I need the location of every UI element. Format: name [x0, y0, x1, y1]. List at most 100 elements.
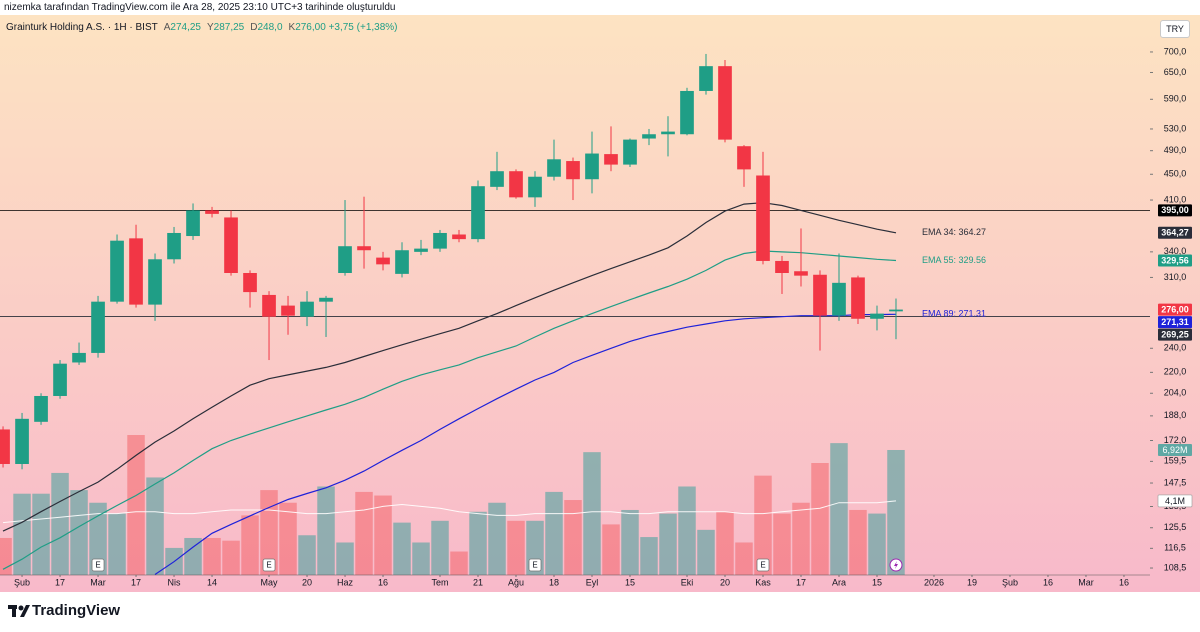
candle-body: [110, 240, 124, 302]
candle-body: [414, 248, 428, 252]
candle-body: [243, 272, 257, 293]
volume-bar: [146, 477, 164, 575]
event-marker: [262, 558, 276, 572]
candle-body: [395, 250, 409, 274]
candle-body: [53, 363, 67, 396]
volume-bar: [621, 509, 639, 575]
volume-bar: [564, 500, 582, 575]
candle-body: [699, 66, 713, 91]
candle-body: [91, 301, 105, 353]
volume-bar: [659, 513, 677, 575]
volume-bar: [640, 537, 658, 575]
volume-bar: [868, 513, 886, 575]
volume-ma-line: [2, 500, 897, 524]
ohlc-value: 287,25: [213, 22, 245, 33]
x-tick-label: 14: [207, 577, 217, 587]
y-tick-label: 410,0: [1164, 194, 1187, 204]
volume-bar: [583, 452, 601, 575]
x-tick-label: 17: [131, 577, 141, 587]
x-tick-label: Eki: [681, 577, 694, 587]
candle-body: [357, 246, 371, 251]
volume-bar: [298, 535, 316, 575]
volume-bar: [203, 537, 221, 575]
y-tick-label: 450,0: [1164, 169, 1187, 179]
candle-body: [319, 297, 333, 302]
volume-bar: [260, 490, 278, 575]
plot-area: EMA 34: 364.27 EMA 55: 329.56 EMA 89: 271.…: [0, 53, 1150, 575]
volume-bar: [735, 542, 753, 575]
x-tick-label: Kas: [755, 577, 771, 587]
currency-button[interactable]: TRY: [1160, 20, 1190, 38]
candle-body: [72, 352, 86, 363]
candle-body: [528, 176, 542, 198]
candle-body: [585, 153, 599, 180]
ohlc-key: Y: [206, 22, 214, 33]
volume-bar: [412, 542, 430, 575]
candle-body: [661, 131, 675, 135]
event-marker: [528, 558, 542, 572]
x-tick-label: 15: [625, 577, 635, 587]
price-tag: [1158, 204, 1192, 217]
brand-name: TradingView: [32, 602, 121, 619]
symbol-bar: Grainturk Holding A.S. · 1H · BIST A274,2…: [6, 22, 398, 33]
candle-body: [794, 271, 808, 276]
volume-bar: [488, 502, 506, 575]
y-tick-label: 340,0: [1164, 246, 1187, 256]
logo-part: [18, 605, 24, 611]
candle-body: [566, 161, 580, 180]
volume-bar: [678, 486, 696, 575]
volume-bar: [431, 520, 449, 575]
candle-body: [851, 277, 865, 319]
x-tick-label: Haz: [337, 577, 354, 587]
volume-bar: [32, 493, 50, 575]
volume-bar: [89, 502, 107, 575]
event-marker: [756, 558, 770, 572]
candle-body: [281, 305, 295, 316]
ema-label: EMA 34: 364.27: [922, 227, 986, 237]
volume-bar: [13, 493, 31, 575]
x-tick-label: May: [261, 577, 279, 587]
ohlc-values: A274,25 Y287,25 D248,0 K276,00: [158, 22, 326, 33]
candle-body: [642, 134, 656, 139]
y-tick-label: 172,0: [1164, 435, 1187, 445]
volume-bar: [241, 515, 259, 575]
x-tick-label: 17: [796, 577, 806, 587]
y-tick-label: 590,0: [1164, 94, 1187, 104]
volume-bar: [602, 524, 620, 575]
candle-body: [775, 260, 789, 273]
y-tick-label: 220,0: [1164, 367, 1187, 377]
y-tick-label: 240,0: [1164, 343, 1187, 353]
symbol-name: Grainturk Holding A.S. · 1H · BIST: [6, 22, 158, 33]
event-label: E: [532, 561, 537, 570]
volume-bar: [279, 502, 297, 575]
candle-body: [452, 234, 466, 240]
candle-body: [509, 171, 523, 198]
brand-logo: [8, 605, 30, 617]
candle-body: [433, 232, 447, 249]
price-tag-label: 395,00: [1161, 205, 1189, 215]
volume-bar: [716, 511, 734, 575]
candle-body: [870, 313, 884, 319]
candle-body: [889, 309, 903, 312]
candle-body: [338, 246, 352, 273]
event-label: E: [760, 561, 765, 570]
candle-body: [680, 90, 694, 135]
ema-label: EMA 55: 329.56: [922, 255, 986, 265]
x-tick-label: 16: [378, 577, 388, 587]
event-label: E: [95, 561, 100, 570]
candle-body: [186, 210, 200, 237]
volume-bar: [792, 502, 810, 575]
x-tick-label: 2026: [924, 577, 944, 587]
candle-body: [376, 257, 390, 265]
x-tick-label: Şub: [14, 577, 30, 587]
volume-bar: [545, 491, 563, 575]
ema-label: EMA 89: 271.31: [922, 309, 986, 319]
y-tick-label: 310,0: [1164, 272, 1187, 282]
volume-bar: [317, 486, 335, 575]
ohlc-value: 274,25: [170, 22, 201, 33]
candle-body: [34, 395, 48, 422]
x-tick-label: Şub: [1002, 577, 1018, 587]
y-tick-label: 159,5: [1164, 456, 1187, 466]
x-tick-label: Mar: [90, 577, 106, 587]
